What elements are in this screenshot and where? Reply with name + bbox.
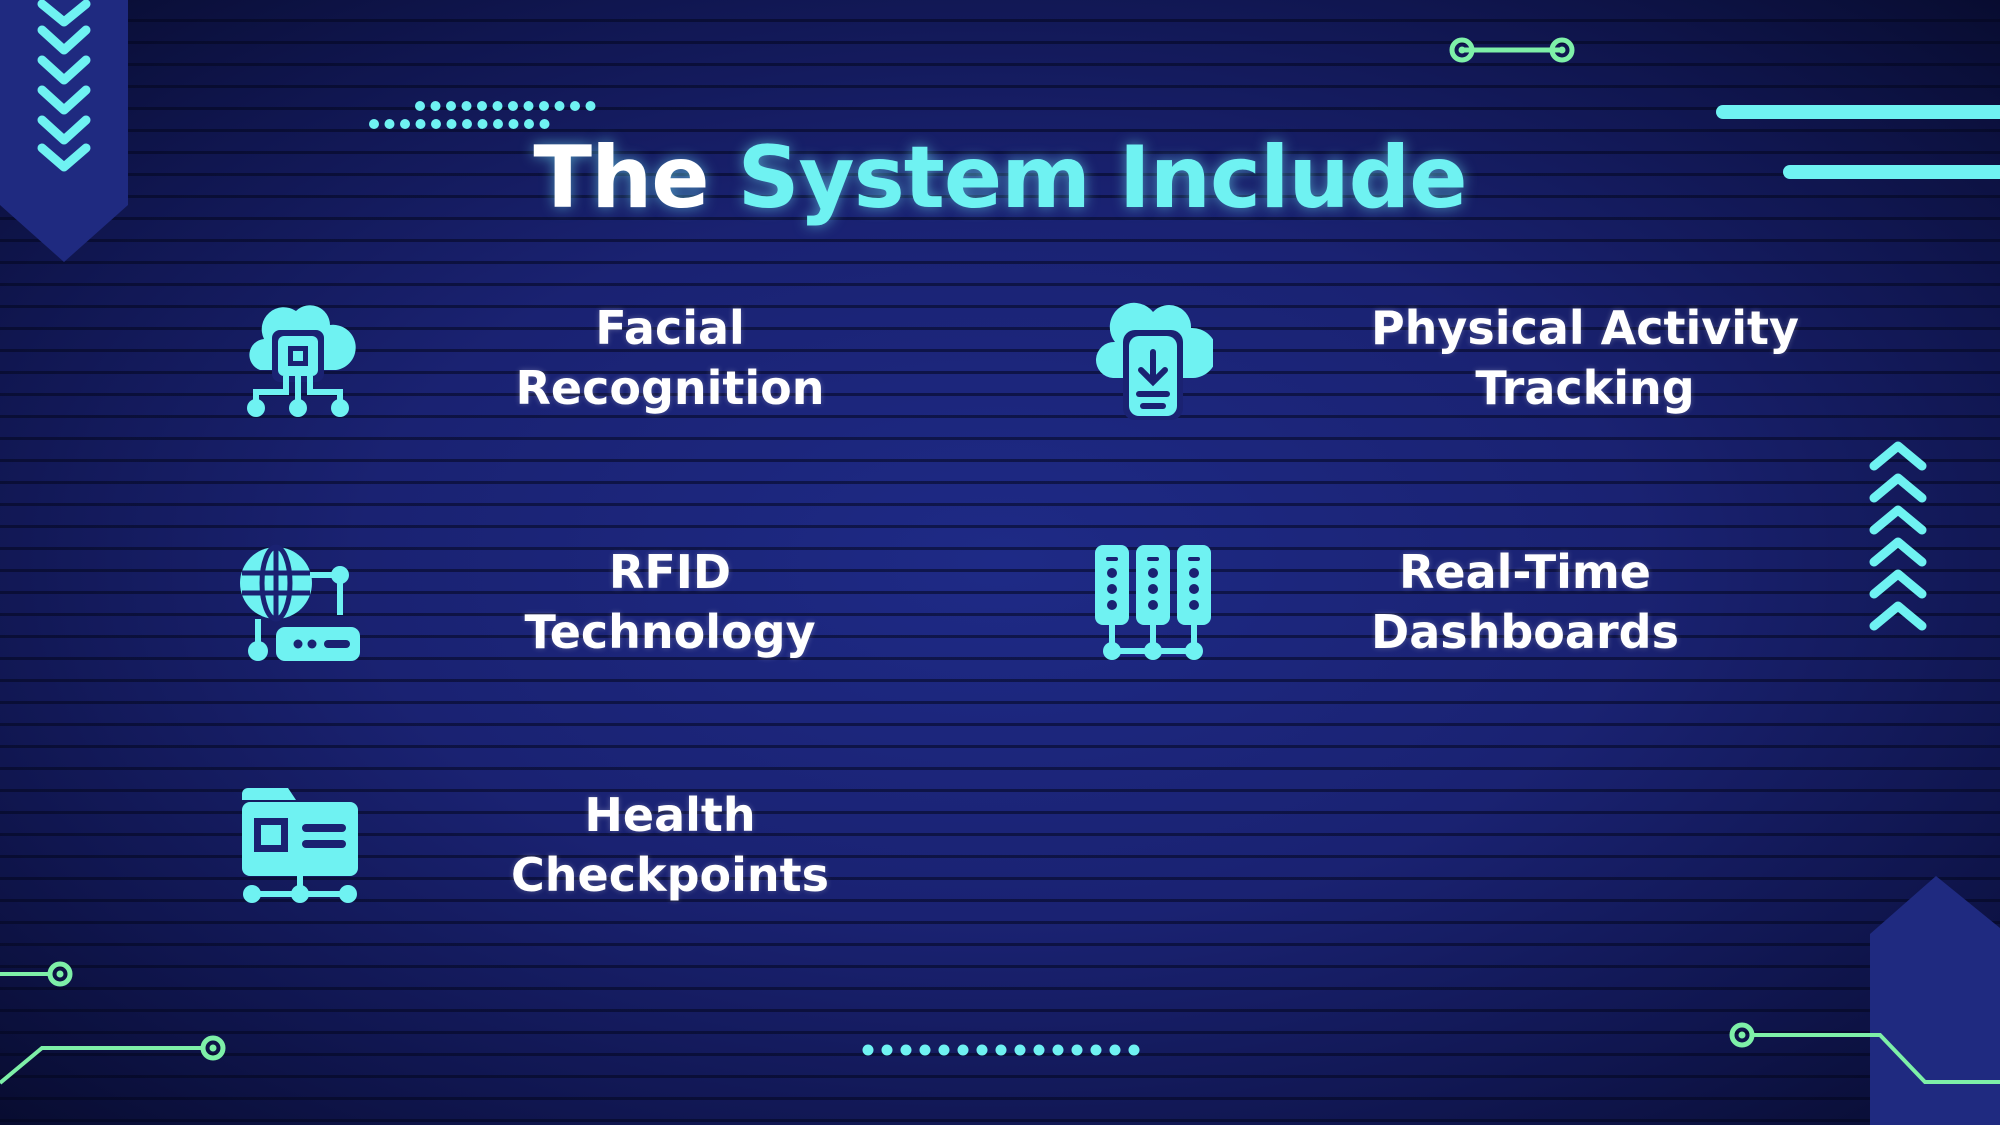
- feature-label-health-checkpoints: Health Checkpoints: [511, 788, 829, 902]
- slide-title: The System Include: [0, 128, 2000, 228]
- title-white-part: The: [533, 128, 709, 228]
- accent-bars-top-right: [1716, 105, 2000, 179]
- dots-decoration-bottom: [862, 1044, 1140, 1056]
- bottom-right-banner: [1870, 876, 2000, 1125]
- dots-decoration-top: [369, 101, 596, 129]
- circuit-connector-top: [1449, 37, 1575, 63]
- circuit-lines-bottom-left: [0, 961, 226, 1085]
- feature-label-facial-recognition: Facial Recognition: [515, 301, 825, 415]
- feature-label-real-time-dashboards: Real-Time Dashboards: [1371, 545, 1679, 659]
- cloud-chip-network-icon: [238, 300, 358, 420]
- server-racks-icon: [1093, 543, 1213, 663]
- top-left-chevron-banner: [0, 0, 128, 262]
- feature-label-rfid-technology: RFID Technology: [524, 545, 816, 659]
- circuit-line-bottom-right: [1729, 1022, 2000, 1084]
- cloud-phone-download-icon: [1093, 300, 1213, 420]
- feature-label-physical-activity-tracking: Physical Activity Tracking: [1370, 301, 1800, 415]
- folder-network-icon: [240, 786, 360, 906]
- title-accent-part: System Include: [737, 128, 1468, 228]
- globe-router-icon: [240, 543, 360, 663]
- chevrons-up-right: [1869, 441, 1927, 631]
